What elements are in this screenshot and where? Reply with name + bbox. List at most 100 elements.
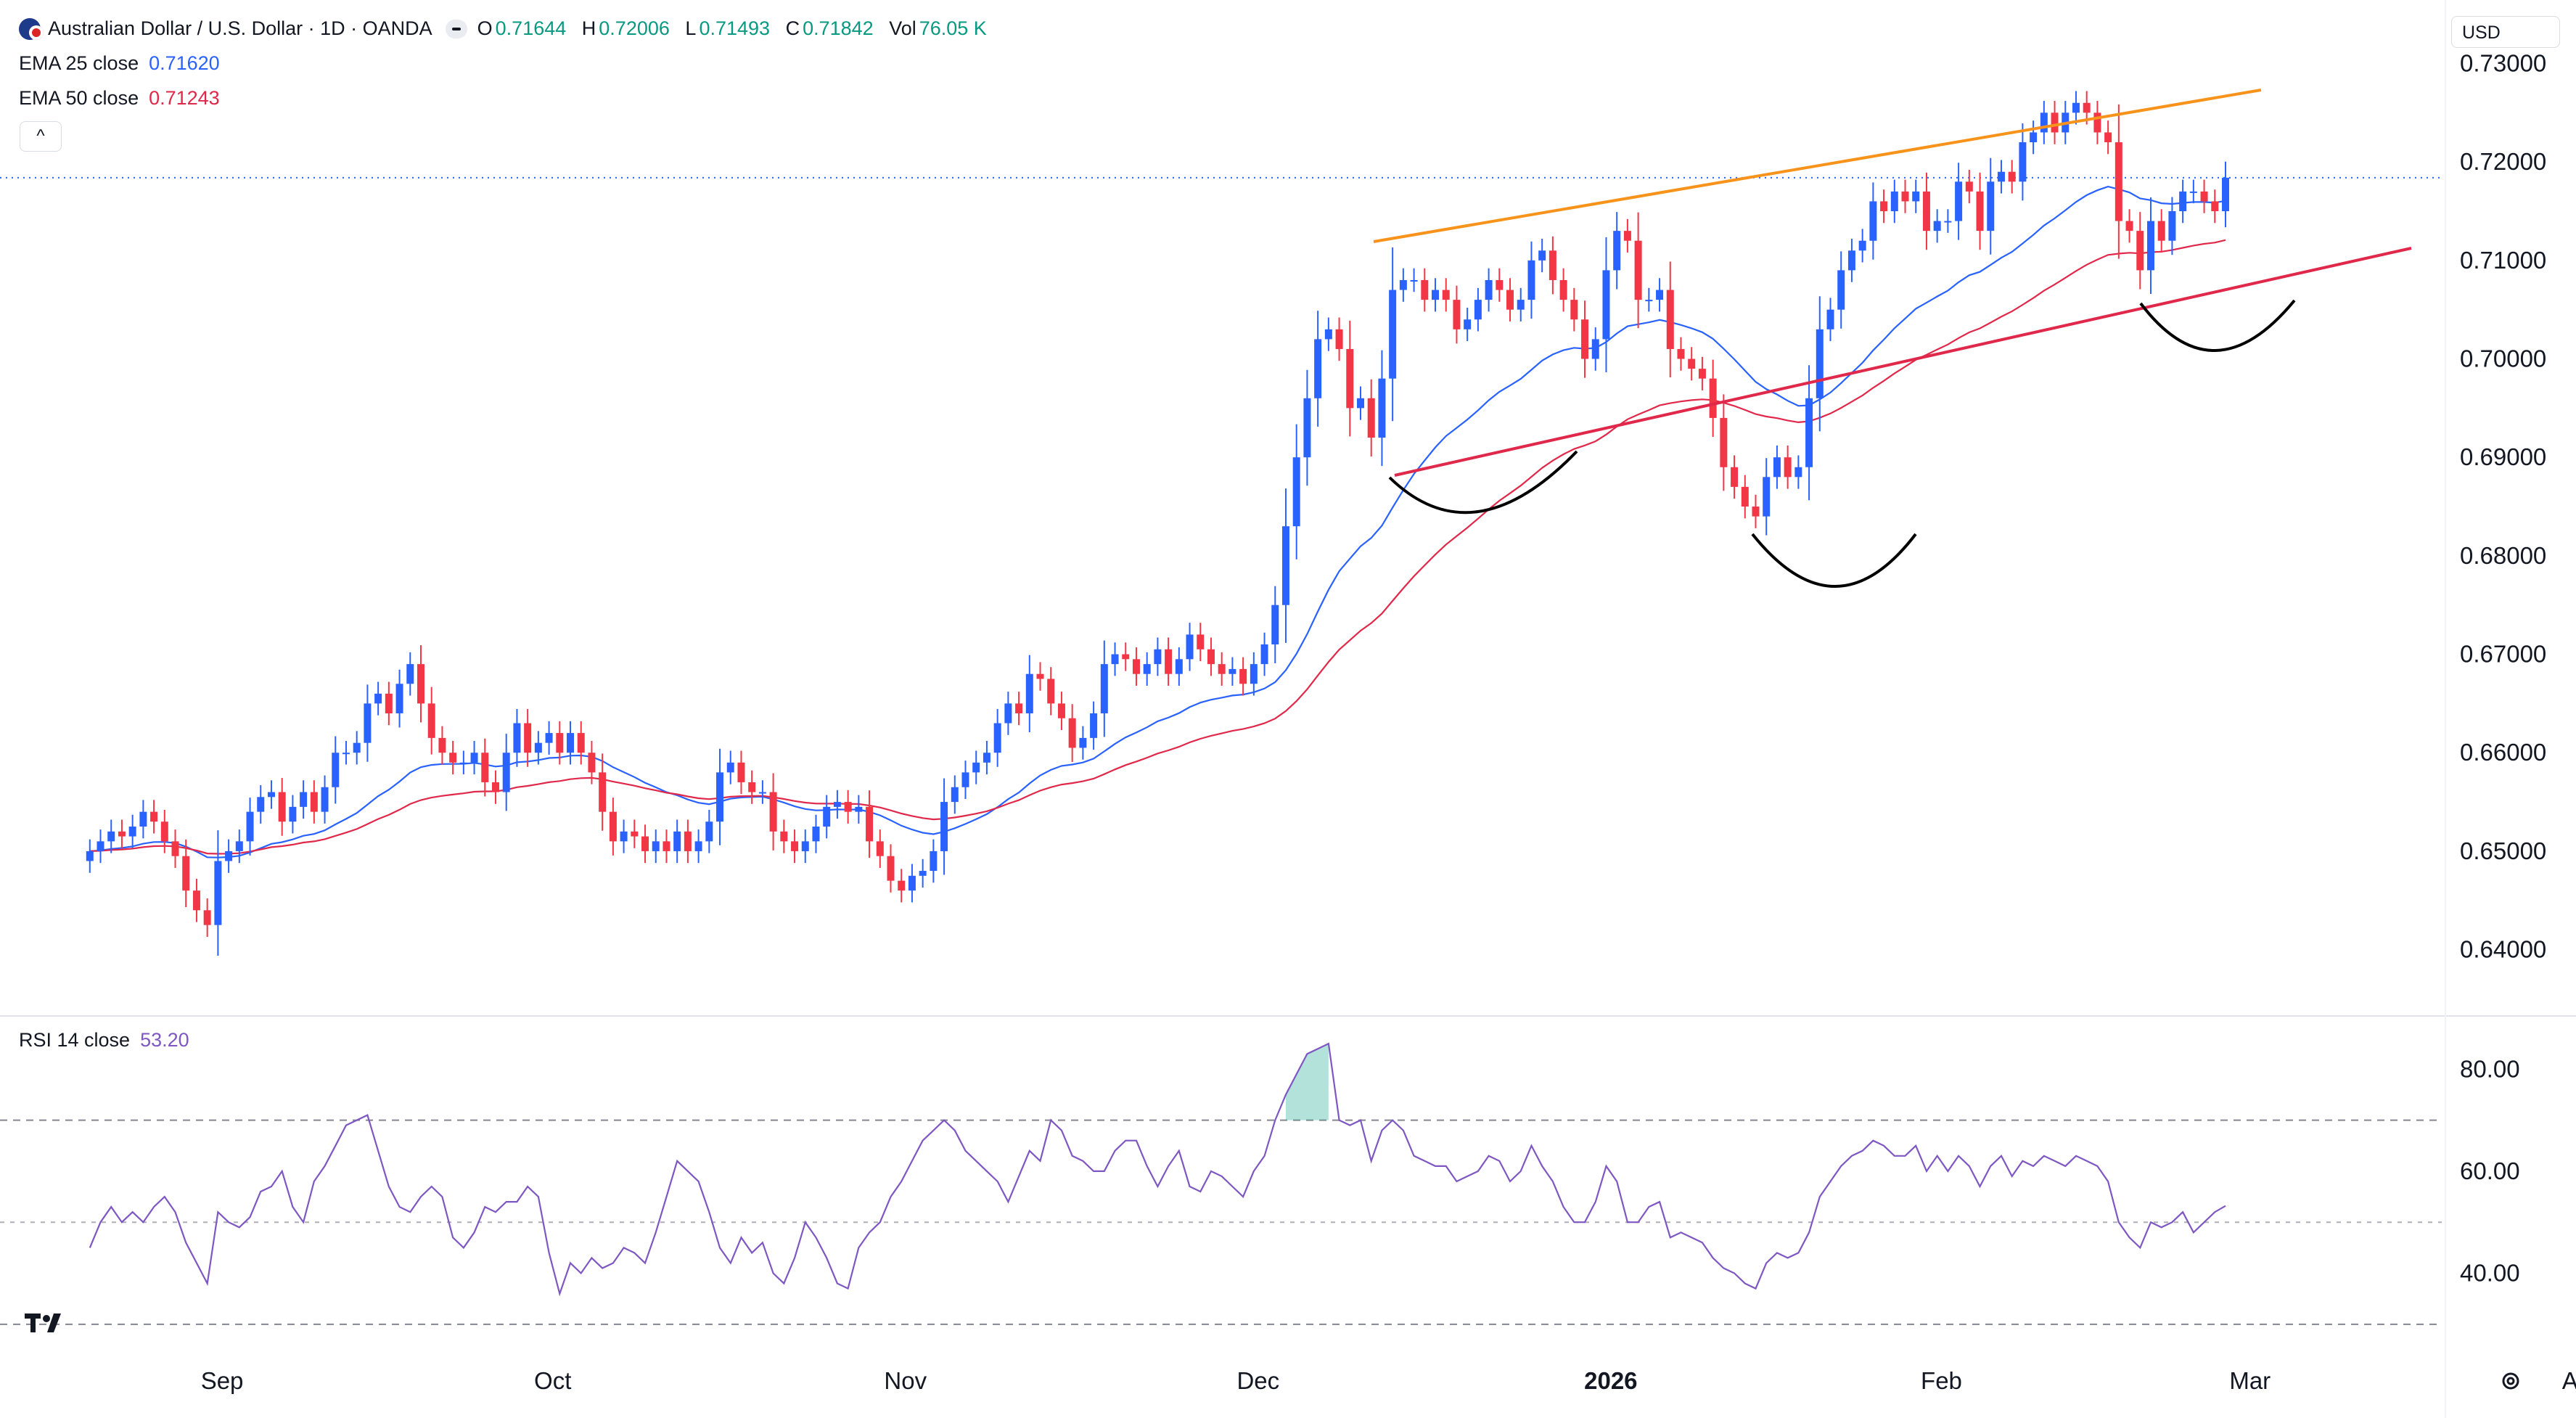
candle[interactable] bbox=[545, 721, 553, 755]
candle[interactable] bbox=[2040, 101, 2048, 144]
candle-body[interactable] bbox=[257, 797, 265, 812]
candle[interactable] bbox=[1784, 445, 1792, 489]
candle[interactable] bbox=[374, 681, 382, 716]
candle[interactable] bbox=[1410, 268, 1418, 292]
candle-body[interactable] bbox=[1453, 300, 1461, 329]
candle[interactable] bbox=[427, 687, 435, 755]
candle-body[interactable] bbox=[631, 831, 639, 837]
candle[interactable] bbox=[1207, 637, 1215, 676]
candle-body[interactable] bbox=[1581, 319, 1589, 359]
drawings[interactable] bbox=[1373, 89, 2412, 588]
candle[interactable] bbox=[1880, 189, 1888, 224]
candle-body[interactable] bbox=[1197, 634, 1205, 649]
candle-body[interactable] bbox=[1100, 664, 1108, 713]
candle[interactable] bbox=[844, 790, 852, 824]
candle[interactable] bbox=[1281, 488, 1289, 643]
candle[interactable] bbox=[673, 819, 681, 864]
candle-body[interactable] bbox=[438, 737, 446, 753]
candle[interactable] bbox=[993, 708, 1001, 767]
candle[interactable] bbox=[1858, 229, 1866, 263]
head-arc[interactable] bbox=[1751, 533, 1917, 588]
candle-body[interactable] bbox=[961, 772, 969, 787]
candle-body[interactable] bbox=[908, 875, 916, 891]
candle-body[interactable] bbox=[524, 723, 532, 753]
candle[interactable] bbox=[1047, 667, 1055, 716]
candle-body[interactable] bbox=[2211, 201, 2219, 212]
candle[interactable] bbox=[1314, 311, 1322, 427]
candle[interactable] bbox=[2019, 123, 2027, 201]
candle[interactable] bbox=[1271, 586, 1279, 664]
candle[interactable] bbox=[663, 829, 670, 864]
candle-body[interactable] bbox=[1464, 319, 1472, 329]
candle-body[interactable] bbox=[364, 703, 372, 743]
candle[interactable] bbox=[1517, 287, 1525, 321]
candle[interactable] bbox=[2008, 160, 2016, 194]
candle[interactable] bbox=[1165, 637, 1173, 686]
time-axis[interactable]: SepOctNovDec2026FebMarAprMayJun bbox=[201, 1367, 2576, 1394]
candle[interactable] bbox=[300, 780, 308, 819]
candle-body[interactable] bbox=[716, 772, 724, 822]
tradingview-logo[interactable] bbox=[25, 1312, 70, 1334]
candle[interactable] bbox=[919, 858, 927, 888]
candle[interactable] bbox=[791, 829, 799, 864]
candle-body[interactable] bbox=[684, 831, 692, 851]
candle[interactable] bbox=[1442, 278, 1450, 312]
candle[interactable] bbox=[1143, 652, 1151, 686]
candle[interactable] bbox=[470, 740, 478, 775]
candle-body[interactable] bbox=[609, 811, 617, 842]
candle[interactable] bbox=[395, 669, 403, 728]
candle-body[interactable] bbox=[2125, 221, 2133, 231]
candle[interactable] bbox=[1239, 657, 1247, 696]
candle[interactable] bbox=[2093, 101, 2101, 144]
candle-body[interactable] bbox=[930, 851, 938, 872]
candle[interactable] bbox=[2222, 161, 2230, 228]
candle-body[interactable] bbox=[235, 841, 243, 851]
candle[interactable] bbox=[1357, 386, 1365, 420]
candle-body[interactable] bbox=[1260, 644, 1268, 665]
candle[interactable] bbox=[961, 761, 969, 800]
candle[interactable] bbox=[812, 814, 820, 853]
candle[interactable] bbox=[1623, 218, 1631, 253]
candle[interactable] bbox=[267, 780, 275, 809]
candle[interactable] bbox=[652, 829, 660, 864]
candle[interactable] bbox=[1036, 662, 1044, 691]
candle[interactable] bbox=[609, 798, 617, 856]
candle-body[interactable] bbox=[1432, 290, 1440, 300]
candle-body[interactable] bbox=[417, 664, 424, 704]
candle[interactable] bbox=[1068, 704, 1076, 762]
candle-body[interactable] bbox=[2008, 171, 2016, 182]
candle[interactable] bbox=[1197, 623, 1205, 662]
candle[interactable] bbox=[2189, 179, 2197, 204]
candle[interactable] bbox=[737, 750, 745, 795]
candle-body[interactable] bbox=[737, 762, 745, 782]
candle-body[interactable] bbox=[1666, 290, 1674, 349]
candle-body[interactable] bbox=[470, 753, 478, 763]
candle-body[interactable] bbox=[1965, 181, 1973, 192]
candle-body[interactable] bbox=[919, 871, 927, 876]
candle-body[interactable] bbox=[940, 802, 948, 851]
candle[interactable] bbox=[1741, 475, 1749, 519]
candle-body[interactable] bbox=[1004, 703, 1012, 724]
candle-body[interactable] bbox=[2114, 142, 2122, 221]
candle-body[interactable] bbox=[567, 733, 575, 753]
candle-body[interactable] bbox=[2051, 112, 2059, 133]
candle-body[interactable] bbox=[332, 753, 340, 787]
candle[interactable] bbox=[160, 809, 168, 853]
candle-body[interactable] bbox=[1869, 201, 1877, 241]
candle-body[interactable] bbox=[1111, 654, 1119, 665]
candle-body[interactable] bbox=[2179, 191, 2187, 212]
candle-body[interactable] bbox=[406, 664, 414, 684]
candle-body[interactable] bbox=[620, 831, 628, 842]
candle-body[interactable] bbox=[1656, 290, 1664, 300]
candle[interactable] bbox=[502, 734, 510, 811]
candle[interactable] bbox=[1752, 494, 1760, 528]
candle[interactable] bbox=[694, 829, 702, 864]
candle-body[interactable] bbox=[449, 753, 457, 763]
candle-body[interactable] bbox=[225, 851, 233, 861]
candle[interactable] bbox=[631, 819, 639, 848]
rsi-line[interactable] bbox=[89, 1042, 2226, 1297]
candle-body[interactable] bbox=[1165, 649, 1173, 674]
candle-body[interactable] bbox=[1933, 221, 1941, 231]
candle[interactable] bbox=[1591, 327, 1599, 371]
candle[interactable] bbox=[342, 740, 350, 765]
